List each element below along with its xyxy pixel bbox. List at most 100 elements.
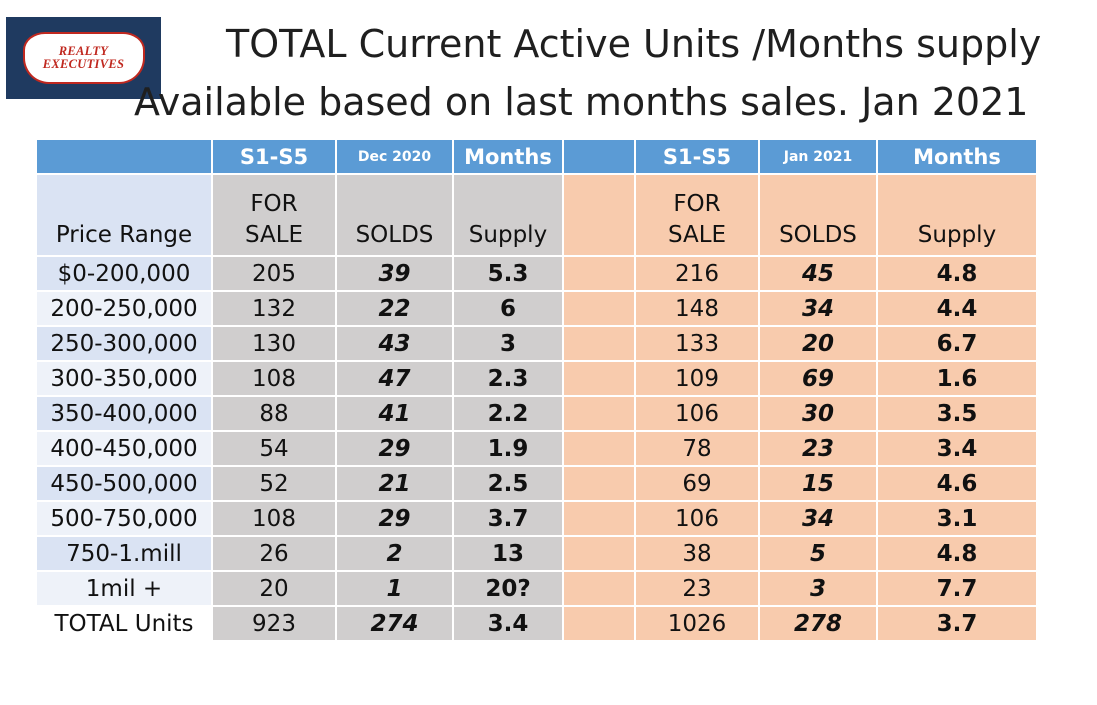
cell-jan-solds: 5 xyxy=(759,536,878,572)
cell-dec-solds: 29 xyxy=(336,431,454,467)
cell-dec-for-sale: 130 xyxy=(212,326,337,362)
cell-jan-for-sale: 106 xyxy=(635,501,760,537)
table-row: 300-350,000 108 47 2.3 109 69 1.6 xyxy=(37,361,1038,397)
for-label: FOR xyxy=(673,191,721,217)
cell-dec-for-sale: 108 xyxy=(212,501,337,537)
cell-jan-supply: 3.1 xyxy=(877,501,1038,537)
cell-jan-supply: 3.7 xyxy=(877,606,1038,642)
for-label: FOR xyxy=(250,191,298,217)
cell-dec-solds: 29 xyxy=(336,501,454,537)
sale-label: SALE xyxy=(244,222,304,248)
cell-dec-supply: 20? xyxy=(453,571,564,607)
table-subheader-row: Price Range FOR SALE SOLDS Supply FOR SALE… xyxy=(37,174,1038,257)
subheader-dec-supply: Supply xyxy=(453,174,564,257)
table-row: $0-200,000 205 39 5.3 216 45 4.8 xyxy=(37,256,1038,292)
logo-text-realty: REALTY xyxy=(58,44,109,58)
cell-dec-for-sale: 54 xyxy=(212,431,337,467)
cell-price-range: 500-750,000 xyxy=(37,501,213,537)
cell-dec-for-sale: 52 xyxy=(212,466,337,502)
header-cell-dec-months: Months xyxy=(453,140,564,175)
cell-dec-for-sale: 88 xyxy=(212,396,337,432)
table-header-row: S1-S5 Dec 2020 Months S1-S5 Jan 2021 Mon… xyxy=(37,140,1038,175)
cell-price-range: 400-450,000 xyxy=(37,431,213,467)
cell-price-range: 750-1.mill xyxy=(37,536,213,572)
title-line-1: TOTAL Current Active Units /Months suppl… xyxy=(226,22,1042,66)
header-cell-dec-2020: Dec 2020 xyxy=(336,140,454,175)
header-cell-spacer xyxy=(563,140,636,175)
cell-jan-for-sale: 23 xyxy=(635,571,760,607)
cell-spacer xyxy=(563,466,636,502)
cell-dec-solds: 22 xyxy=(336,291,454,327)
cell-jan-supply: 4.8 xyxy=(877,256,1038,292)
cell-jan-supply: 6.7 xyxy=(877,326,1038,362)
cell-jan-supply: 1.6 xyxy=(877,361,1038,397)
subheader-dec-for-sale: FOR SALE xyxy=(212,174,337,257)
cell-spacer xyxy=(563,361,636,397)
cell-jan-for-sale: 1026 xyxy=(635,606,760,642)
cell-spacer xyxy=(563,606,636,642)
realty-executives-logo: REALTY EXECUTIVES xyxy=(6,17,161,99)
subheader-price-range: Price Range xyxy=(37,174,213,257)
cell-jan-for-sale: 109 xyxy=(635,361,760,397)
cell-dec-for-sale: 923 xyxy=(212,606,337,642)
sale-label: SALE xyxy=(667,222,727,248)
cell-jan-solds: 278 xyxy=(759,606,878,642)
cell-jan-supply: 3.4 xyxy=(877,431,1038,467)
cell-jan-for-sale: 38 xyxy=(635,536,760,572)
cell-jan-solds: 15 xyxy=(759,466,878,502)
cell-jan-solds: 34 xyxy=(759,291,878,327)
cell-dec-solds: 43 xyxy=(336,326,454,362)
cell-dec-supply: 3.7 xyxy=(453,501,564,537)
subheader-jan-solds: SOLDS xyxy=(759,174,878,257)
cell-spacer xyxy=(563,326,636,362)
cell-jan-supply: 7.7 xyxy=(877,571,1038,607)
subheader-spacer xyxy=(563,174,636,257)
subheader-jan-for-sale: FOR SALE xyxy=(635,174,760,257)
table-row: 450-500,000 52 21 2.5 69 15 4.6 xyxy=(37,466,1038,502)
header-cell-jan-s1-s5: S1-S5 xyxy=(635,140,760,175)
cell-dec-solds: 274 xyxy=(336,606,454,642)
cell-jan-for-sale: 106 xyxy=(635,396,760,432)
cell-dec-supply: 3.4 xyxy=(453,606,564,642)
header-cell-jan-2021: Jan 2021 xyxy=(759,140,878,175)
header-cell-jan-months: Months xyxy=(877,140,1038,175)
subheader-dec-solds: SOLDS xyxy=(336,174,454,257)
cell-jan-for-sale: 133 xyxy=(635,326,760,362)
cell-spacer xyxy=(563,501,636,537)
cell-jan-solds: 34 xyxy=(759,501,878,537)
table-row: 1mil +20 1 20? 23 3 7.7 xyxy=(37,571,1038,607)
cell-jan-solds: 23 xyxy=(759,431,878,467)
cell-price-range: $0-200,000 xyxy=(37,256,213,292)
cell-dec-for-sale: 20 xyxy=(212,571,337,607)
cell-jan-supply: 3.5 xyxy=(877,396,1038,432)
cell-dec-supply: 2.3 xyxy=(453,361,564,397)
cell-dec-solds: 21 xyxy=(336,466,454,502)
cell-price-range: TOTAL Units xyxy=(37,606,213,642)
cell-dec-for-sale: 26 xyxy=(212,536,337,572)
cell-jan-supply: 4.6 xyxy=(877,466,1038,502)
cell-dec-for-sale: 205 xyxy=(212,256,337,292)
cell-jan-supply: 4.8 xyxy=(877,536,1038,572)
cell-dec-supply: 6 xyxy=(453,291,564,327)
logo-badge: REALTY EXECUTIVES xyxy=(22,32,145,84)
header-cell-blank xyxy=(37,140,213,175)
table-row: 400-450,000 54 29 1.9 78 23 3.4 xyxy=(37,431,1038,467)
cell-dec-for-sale: 132 xyxy=(212,291,337,327)
cell-jan-for-sale: 69 xyxy=(635,466,760,502)
cell-jan-solds: 20 xyxy=(759,326,878,362)
logo-text-executives: EXECUTIVES xyxy=(42,57,125,71)
table-row: 200-250,000 132 22 6 148 34 4.4 xyxy=(37,291,1038,327)
cell-price-range: 1mil + xyxy=(37,571,213,607)
cell-price-range: 450-500,000 xyxy=(37,466,213,502)
cell-spacer xyxy=(563,571,636,607)
cell-dec-solds: 2 xyxy=(336,536,454,572)
table-row: 500-750,000 108 29 3.7 106 34 3.1 xyxy=(37,501,1038,537)
cell-dec-supply: 5.3 xyxy=(453,256,564,292)
months-supply-table: S1-S5 Dec 2020 Months S1-S5 Jan 2021 Mon… xyxy=(37,140,1038,642)
cell-jan-solds: 45 xyxy=(759,256,878,292)
header-cell-dec-s1-s5: S1-S5 xyxy=(212,140,337,175)
table-row: TOTAL Units 923 274 3.4 1026 278 3.7 xyxy=(37,606,1038,642)
cell-jan-solds: 30 xyxy=(759,396,878,432)
cell-jan-for-sale: 78 xyxy=(635,431,760,467)
cell-jan-solds: 3 xyxy=(759,571,878,607)
